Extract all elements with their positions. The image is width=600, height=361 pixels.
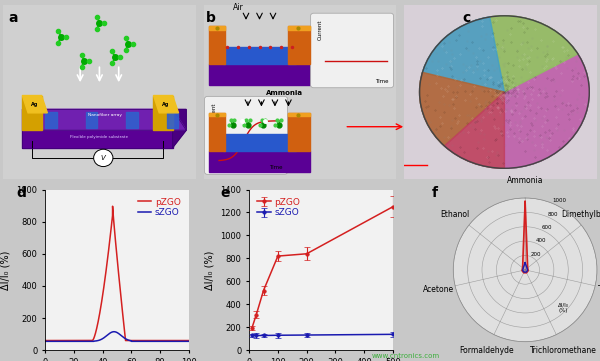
- Polygon shape: [154, 96, 179, 113]
- Polygon shape: [289, 113, 310, 116]
- sZGO: [49, 339, 56, 344]
- Text: Nanofiber array: Nanofiber array: [88, 113, 122, 117]
- Circle shape: [419, 16, 589, 168]
- Polygon shape: [490, 16, 578, 92]
- pZGO: [112, 233, 119, 238]
- Text: Ammonia: Ammonia: [266, 90, 303, 96]
- Polygon shape: [46, 112, 57, 127]
- Text: Current: Current: [317, 19, 322, 40]
- Polygon shape: [445, 92, 505, 168]
- Polygon shape: [209, 151, 310, 172]
- Text: www.cntronics.com: www.cntronics.com: [372, 353, 440, 359]
- Text: Time: Time: [375, 79, 389, 83]
- pZGO: [155, 338, 162, 343]
- Polygon shape: [173, 109, 186, 148]
- Text: Ag: Ag: [31, 102, 38, 107]
- sZGO: [112, 330, 119, 334]
- Legend: pZGO, sZGO: pZGO, sZGO: [254, 194, 304, 221]
- Polygon shape: [86, 112, 97, 127]
- sZGO: [185, 339, 193, 344]
- Text: ΔI/I₀
(%): ΔI/I₀ (%): [557, 303, 569, 313]
- sZGO: [155, 339, 162, 344]
- Polygon shape: [223, 134, 296, 151]
- Polygon shape: [209, 26, 225, 30]
- pZGO: [107, 227, 115, 231]
- Text: e: e: [220, 186, 230, 200]
- Polygon shape: [209, 113, 225, 116]
- Polygon shape: [505, 54, 589, 168]
- Polygon shape: [419, 72, 505, 146]
- Polygon shape: [289, 26, 310, 30]
- Text: Air: Air: [233, 3, 244, 12]
- pZGO: [41, 338, 49, 343]
- Legend: pZGO, sZGO: pZGO, sZGO: [134, 194, 184, 221]
- Text: Flexible polyimide substrate: Flexible polyimide substrate: [70, 135, 128, 139]
- Text: d: d: [16, 186, 26, 200]
- Text: Current: Current: [211, 103, 216, 123]
- Line: pZGO: pZGO: [45, 206, 189, 340]
- sZGO: [41, 339, 49, 344]
- Polygon shape: [209, 26, 225, 64]
- pZGO: [185, 338, 193, 343]
- Polygon shape: [167, 112, 179, 127]
- Text: Time: Time: [269, 165, 283, 170]
- sZGO: [110, 330, 118, 334]
- sZGO: [107, 330, 115, 335]
- Text: a: a: [9, 10, 18, 25]
- Text: b: b: [205, 10, 215, 25]
- Polygon shape: [22, 96, 41, 130]
- pZGO: [49, 338, 56, 343]
- sZGO: [181, 339, 188, 344]
- FancyBboxPatch shape: [205, 96, 287, 174]
- Y-axis label: ΔI/I₀ (%): ΔI/I₀ (%): [1, 250, 11, 290]
- Circle shape: [94, 149, 113, 166]
- Polygon shape: [523, 263, 527, 272]
- Text: Ag: Ag: [163, 102, 170, 107]
- Polygon shape: [154, 96, 173, 130]
- Line: sZGO: sZGO: [45, 332, 189, 342]
- Polygon shape: [223, 47, 296, 64]
- Polygon shape: [289, 113, 310, 151]
- Text: c: c: [462, 10, 470, 25]
- Text: V: V: [101, 155, 106, 161]
- sZGO: [181, 339, 188, 344]
- Polygon shape: [422, 17, 505, 92]
- Polygon shape: [127, 112, 138, 127]
- pZGO: [181, 338, 188, 343]
- Text: f: f: [431, 187, 437, 200]
- Polygon shape: [289, 26, 310, 64]
- Polygon shape: [522, 201, 528, 273]
- Polygon shape: [22, 96, 47, 113]
- pZGO: [181, 338, 188, 343]
- Polygon shape: [22, 109, 186, 130]
- Polygon shape: [209, 113, 225, 151]
- Y-axis label: ΔI/I₀ (%): ΔI/I₀ (%): [205, 250, 215, 290]
- Polygon shape: [209, 64, 310, 85]
- Polygon shape: [22, 109, 173, 148]
- FancyBboxPatch shape: [311, 13, 394, 88]
- pZGO: [109, 204, 116, 208]
